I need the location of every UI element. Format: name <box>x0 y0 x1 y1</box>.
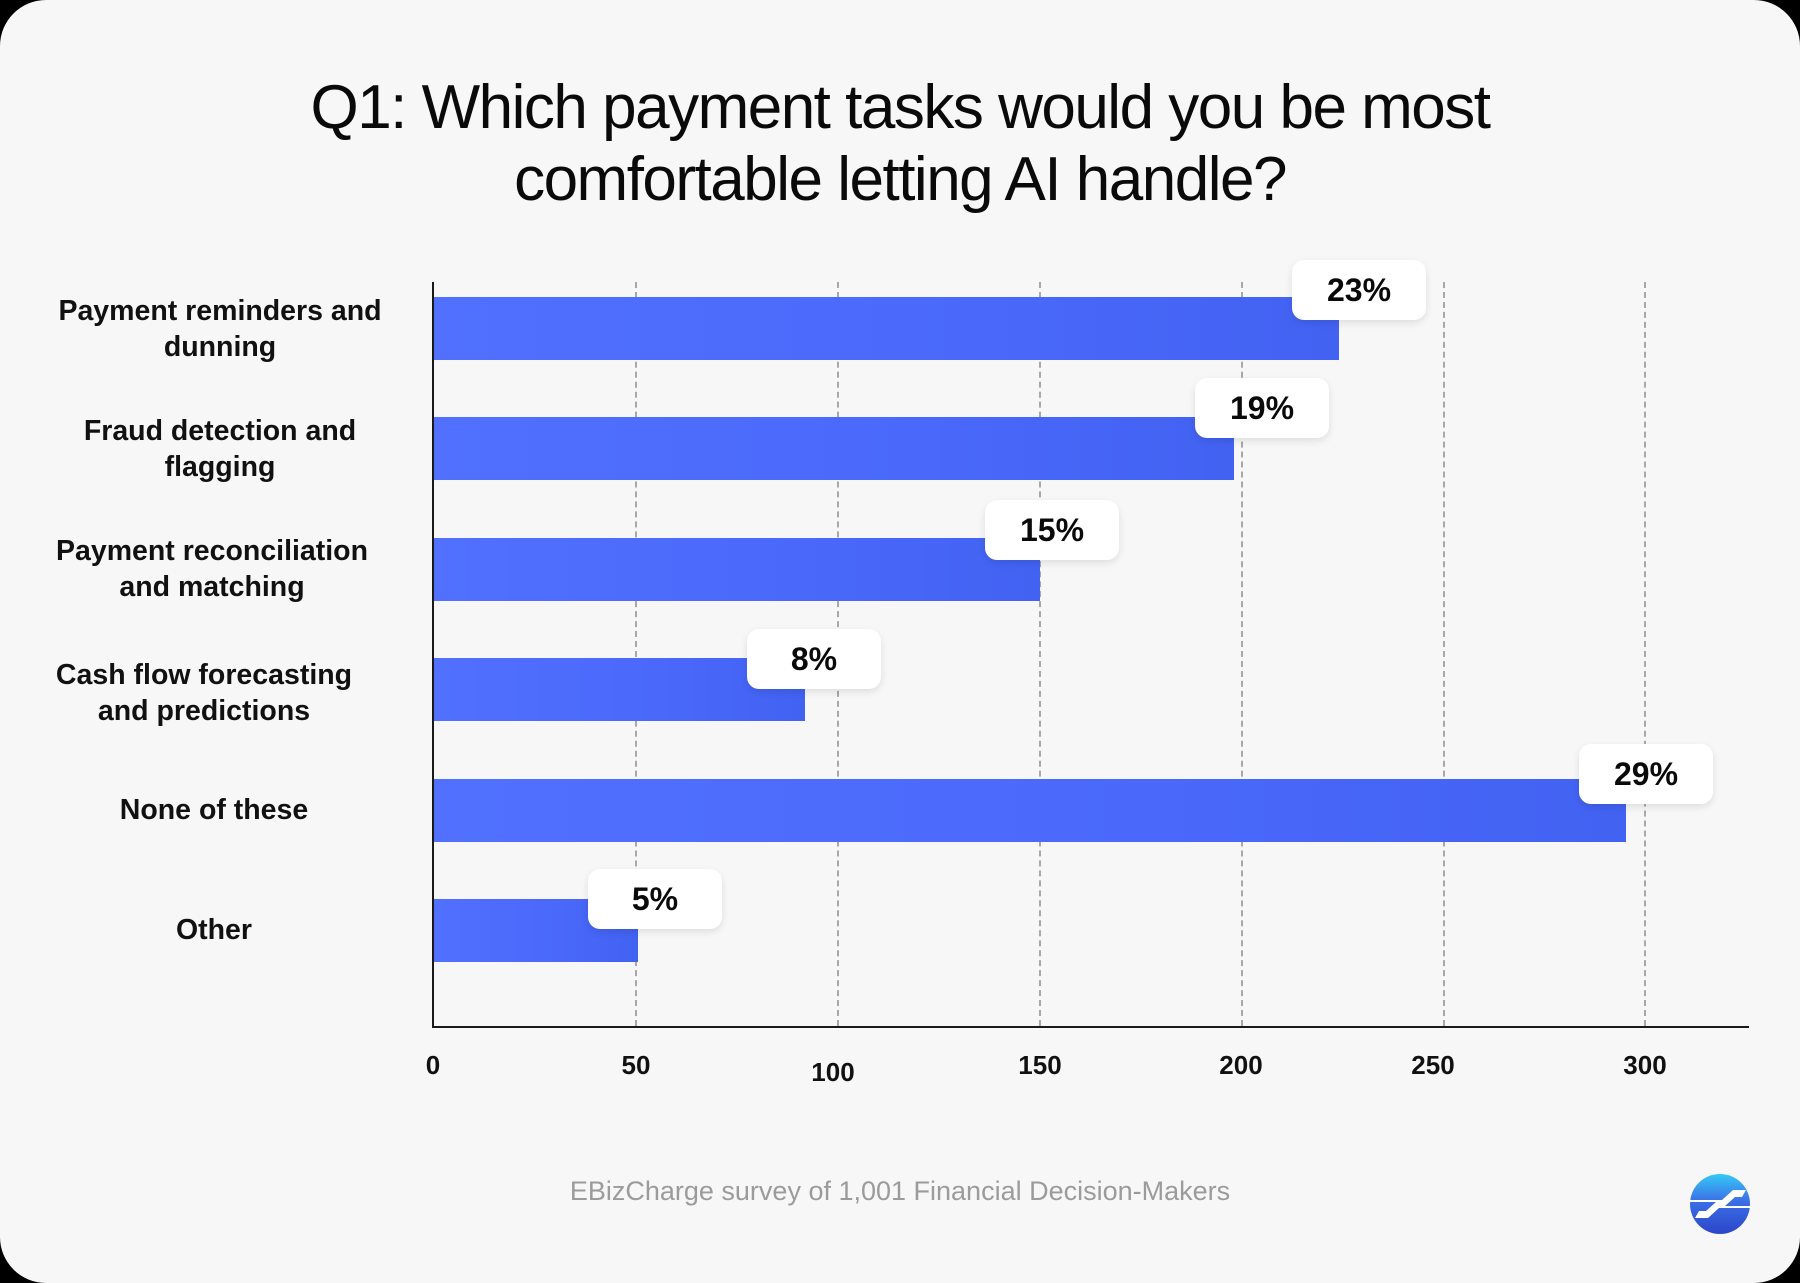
source-note: EBizCharge survey of 1,001 Financial Dec… <box>569 1176 1231 1206</box>
category-label-line: and matching <box>119 571 305 603</box>
y-axis-line <box>432 282 434 1028</box>
category-label-line: None of these <box>119 794 309 826</box>
data-label: 5% <box>588 869 722 929</box>
data-label: 29% <box>1579 744 1713 804</box>
data-label: 19% <box>1195 378 1329 438</box>
x-tick-label: 300 <box>1623 1050 1667 1080</box>
x-tick-label: 250 <box>1411 1050 1455 1080</box>
chart-title: Q1: Which payment tasks would you be mos… <box>0 72 1800 216</box>
gridline-150 <box>1039 282 1041 1026</box>
ebizcharge-logo-icon <box>1690 1174 1750 1234</box>
data-label: 8% <box>747 629 881 689</box>
bar-payment-reconciliation <box>434 538 1040 601</box>
x-tick-label: 150 <box>1018 1050 1062 1080</box>
gridline-50 <box>635 282 637 1026</box>
category-label: Payment reminders and dunning <box>20 293 420 365</box>
category-label-line: Other <box>175 914 252 946</box>
category-label: Other <box>14 912 414 948</box>
category-label-line: Fraud detection and <box>83 415 357 447</box>
chart-title-line-2: comfortable letting AI handle? <box>514 145 1287 214</box>
bar-fraud-detection <box>434 417 1234 480</box>
bar-none-of-these <box>434 779 1626 842</box>
data-label: 23% <box>1292 260 1426 320</box>
bar-payment-reminders <box>434 297 1339 360</box>
category-label: Fraud detection and flagging <box>20 413 420 485</box>
category-label-line: flagging <box>164 451 276 483</box>
category-label-line: dunning <box>163 331 277 363</box>
category-label: Cash flow forecasting and predictions <box>4 657 404 729</box>
category-label-line: Cash flow forecasting <box>55 659 353 691</box>
x-tick-label: 200 <box>1219 1050 1263 1080</box>
gridline-250 <box>1443 282 1445 1026</box>
category-label-line: Payment reconciliation <box>55 535 368 567</box>
data-label: 15% <box>985 500 1119 560</box>
x-tick-label: 50 <box>621 1050 651 1080</box>
x-axis-line <box>432 1026 1749 1028</box>
category-label-line: and predictions <box>97 695 311 727</box>
x-tick-label: 100 <box>811 1057 855 1087</box>
gridline-200 <box>1241 282 1243 1026</box>
category-label: None of these <box>14 792 414 828</box>
x-tick-label: 0 <box>425 1050 441 1080</box>
gridline-300 <box>1644 282 1646 1026</box>
category-label-line: Payment reminders and <box>58 295 382 327</box>
bar-cash-flow-forecasting <box>434 658 805 721</box>
chart-title-line-1: Q1: Which payment tasks would you be mos… <box>310 73 1491 142</box>
category-label: Payment reconciliation and matching <box>12 533 412 605</box>
